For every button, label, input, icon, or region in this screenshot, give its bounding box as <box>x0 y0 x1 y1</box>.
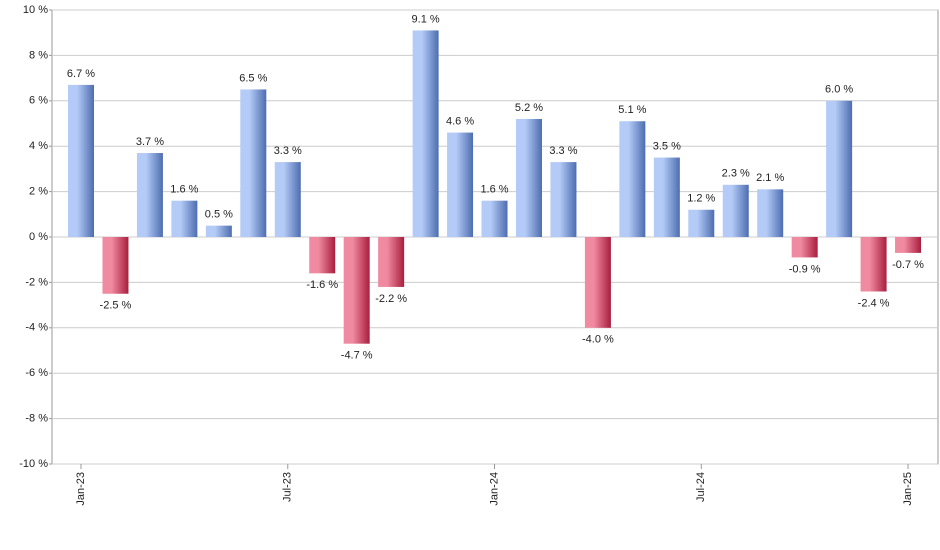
y-tick-label: -8 % <box>25 413 48 425</box>
bar <box>68 84 94 237</box>
bar <box>722 184 749 237</box>
value-label: -2.5 % <box>100 300 132 312</box>
bar <box>343 237 370 344</box>
value-label: -2.4 % <box>858 297 890 309</box>
y-tick-label: -2 % <box>25 276 48 288</box>
bar <box>205 225 232 237</box>
bar <box>378 237 405 287</box>
x-tick-label: Jul-23 <box>282 472 294 502</box>
value-label: 6.7 % <box>67 68 95 80</box>
value-label: 5.2 % <box>515 102 543 114</box>
bar <box>550 162 577 237</box>
bar <box>653 157 680 237</box>
value-label: 9.1 % <box>412 13 440 25</box>
bar <box>895 237 922 253</box>
bar <box>515 118 542 237</box>
value-label: -4.7 % <box>341 350 373 362</box>
value-label: 1.6 % <box>480 184 508 196</box>
bar <box>826 100 853 237</box>
y-tick-label: -6 % <box>25 367 48 379</box>
bar <box>240 89 267 237</box>
bar <box>791 237 818 258</box>
bar <box>274 162 301 237</box>
value-label: 3.3 % <box>549 145 577 157</box>
x-tick-label: Jan-23 <box>75 472 87 506</box>
value-label: -0.7 % <box>892 259 924 271</box>
x-tick-label: Jan-24 <box>488 472 500 506</box>
bar <box>309 237 336 274</box>
x-tick-label: Jul-24 <box>695 472 707 502</box>
bar <box>584 237 611 328</box>
bar <box>757 189 784 237</box>
value-label: 2.1 % <box>756 172 784 184</box>
bar <box>447 132 474 237</box>
value-label: -0.9 % <box>789 263 821 275</box>
value-label: 5.1 % <box>618 104 646 116</box>
y-tick-label: 4 % <box>29 140 48 152</box>
value-label: 3.5 % <box>653 140 681 152</box>
value-label: 0.5 % <box>205 209 233 221</box>
y-tick-label: -10 % <box>19 458 48 470</box>
bar <box>481 200 508 237</box>
value-label: -2.2 % <box>375 293 407 305</box>
value-label: 1.2 % <box>687 193 715 205</box>
value-label: 4.6 % <box>446 115 474 127</box>
value-label: -4.0 % <box>582 334 614 346</box>
value-label: 6.0 % <box>825 84 853 96</box>
bar <box>688 209 715 237</box>
value-label: -1.6 % <box>306 279 338 291</box>
y-tick-label: 8 % <box>29 49 48 61</box>
y-tick-label: 0 % <box>29 231 48 243</box>
y-tick-label: 6 % <box>29 95 48 107</box>
value-label: 6.5 % <box>239 72 267 84</box>
bar <box>171 200 198 237</box>
value-label: 3.3 % <box>274 145 302 157</box>
bar <box>860 237 887 292</box>
bar <box>136 153 163 237</box>
y-tick-label: 10 % <box>23 4 48 16</box>
y-tick-label: 2 % <box>29 186 48 198</box>
bar <box>412 30 439 238</box>
y-tick-label: -4 % <box>25 322 48 334</box>
x-tick-label: Jan-25 <box>902 472 914 506</box>
value-label: 2.3 % <box>722 168 750 180</box>
value-label: 3.7 % <box>136 136 164 148</box>
bar <box>102 237 129 294</box>
bar <box>619 121 646 237</box>
value-label: 1.6 % <box>170 184 198 196</box>
